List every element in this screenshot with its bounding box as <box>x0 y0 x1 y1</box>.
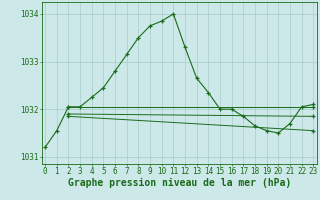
X-axis label: Graphe pression niveau de la mer (hPa): Graphe pression niveau de la mer (hPa) <box>68 178 291 188</box>
